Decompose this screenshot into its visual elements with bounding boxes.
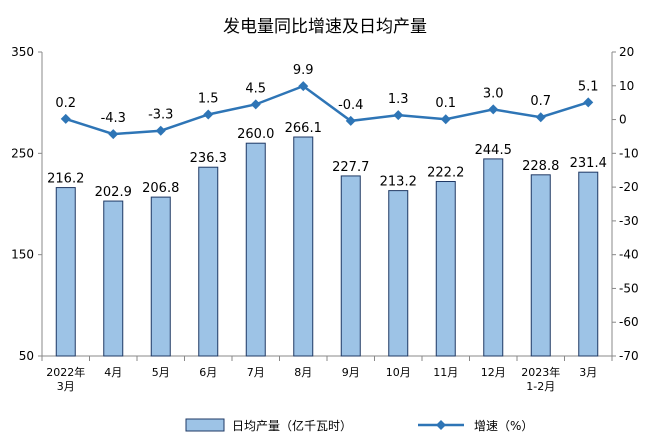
bar: [578, 171, 599, 357]
bar: [198, 166, 219, 357]
bar-value-label: 231.4: [570, 156, 607, 171]
bar-value-label: 228.8: [522, 159, 559, 174]
bar-value-label: 236.3: [190, 151, 227, 166]
x-tick-label: 8月: [294, 366, 312, 379]
right-tick-label: 20: [619, 45, 634, 59]
line-value-label: 0.1: [435, 96, 456, 111]
left-tick-label: 250: [11, 146, 34, 160]
bar: [293, 136, 314, 357]
bar-value-label: 206.8: [142, 181, 179, 196]
x-tick-label: 9月: [342, 366, 360, 379]
bar-labels: 216.2 202.9 206.8 236.3 260.0 266.1 227.7 213.2…: [47, 121, 607, 200]
x-tick-label: 5月: [152, 366, 170, 379]
line-marker: [298, 81, 309, 92]
y-tick-labels: 50 150 250 350 20 10 0 -10 -20 -30 -40 -50 -60 -70: [11, 45, 639, 363]
line-marker: [60, 113, 71, 124]
line-marker: [155, 125, 166, 136]
legend: 日均产量（亿千瓦时） 增速（%）: [185, 418, 533, 433]
right-tick-label: -60: [619, 315, 639, 329]
bar-value-label: 222.2: [427, 166, 464, 181]
axes: [38, 51, 616, 361]
line-value-label: -0.4: [338, 98, 363, 113]
bar-value-label: 266.1: [285, 121, 322, 136]
bar: [55, 187, 76, 357]
growth-line-path: [65, 84, 589, 136]
bar: [435, 181, 456, 357]
bar: [103, 200, 124, 357]
right-tick-label: -20: [619, 180, 639, 194]
growth-line: [60, 81, 594, 140]
right-tick-label: -30: [619, 214, 639, 228]
line-marker: [583, 97, 594, 108]
legend-bar-swatch: [185, 418, 225, 432]
bar: [245, 142, 266, 357]
line-marker: [203, 109, 214, 120]
line-value-label: 9.9: [293, 63, 314, 78]
line-value-label: 1.5: [198, 91, 219, 106]
line-value-label: -3.3: [148, 108, 173, 123]
legend-bar-label: 日均产量（亿千瓦时）: [232, 418, 352, 433]
bar-value-label: 216.2: [47, 172, 84, 187]
right-tick-label: -70: [619, 349, 639, 363]
bar: [530, 174, 551, 357]
left-tick-label: 350: [11, 45, 34, 59]
right-tick-label: 0: [619, 113, 627, 127]
x-tick-label: 2023年: [521, 365, 560, 379]
line-marker: [250, 99, 261, 110]
x-tick-label: 2022年: [46, 365, 85, 379]
line-marker: [345, 115, 356, 126]
line-value-label: 0.7: [530, 94, 551, 109]
left-tick-label: 50: [19, 349, 34, 363]
x-tick-label: 3月: [57, 380, 75, 393]
right-tick-label: -50: [619, 281, 639, 295]
bar: [340, 175, 361, 357]
right-tick-label: 10: [619, 79, 634, 93]
line-marker: [108, 129, 119, 140]
right-tick-label: -40: [619, 248, 639, 262]
x-tick-label: 10月: [386, 366, 411, 379]
bar: [483, 158, 504, 357]
x-tick-label: 3月: [579, 366, 597, 379]
bars: [55, 136, 599, 357]
line-value-label: 4.5: [245, 81, 266, 96]
bar-value-label: 213.2: [380, 175, 417, 190]
x-tick-label: 4月: [104, 366, 122, 379]
line-marker: [440, 114, 451, 125]
line-marker: [488, 104, 499, 115]
bar-value-label: 227.7: [332, 160, 369, 175]
x-tick-label: 12月: [481, 366, 506, 379]
x-tick-label: 11月: [433, 366, 458, 379]
line-value-label: 1.3: [388, 92, 409, 107]
right-tick-label: -10: [619, 146, 639, 160]
x-tick-label: 7月: [247, 366, 265, 379]
line-value-label: 0.2: [55, 96, 76, 111]
bar-value-label: 260.0: [237, 127, 274, 142]
bar: [388, 190, 409, 357]
left-tick-label: 150: [11, 248, 34, 262]
line-marker: [393, 110, 404, 121]
line-value-label: 3.0: [483, 86, 504, 101]
bar-value-label: 244.5: [475, 143, 512, 158]
line-labels: 0.2 -4.3 -3.3 1.5 4.5 9.9 -0.4 1.3 0.1 3.0 0.7 5.1: [55, 63, 598, 126]
bar-value-label: 202.9: [95, 185, 132, 200]
bar: [150, 196, 171, 357]
x-tick-label: 6月: [199, 366, 217, 379]
legend-line-marker: [436, 420, 446, 430]
line-value-label: 5.1: [578, 79, 599, 94]
legend-line-label: 增速（%）: [474, 419, 533, 433]
x-tick-label: 1-2月: [526, 380, 555, 393]
line-value-label: -4.3: [101, 111, 126, 126]
chart-title: 发电量同比增速及日均产量: [223, 17, 427, 37]
line-marker: [535, 112, 546, 123]
